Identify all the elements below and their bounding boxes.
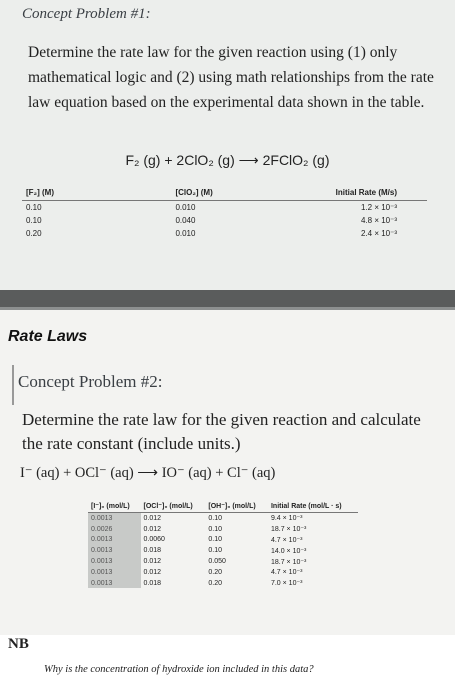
table-cell: 0.012 [143, 525, 162, 533]
table-cell: 0.018 [143, 547, 162, 555]
table-cell: 1.2 × 10⁻³ [360, 203, 397, 212]
table-row: 0.0013 0.012 0.10 9.4 × 10⁻³ [88, 512, 358, 524]
table-cell: 9.4 × 10⁻³ [270, 515, 303, 523]
table-row: 0.0013 0.012 0.050 18.7 × 10⁻³ [88, 556, 358, 567]
table-row: 0.0026 0.012 0.10 18.7 × 10⁻³ [88, 523, 358, 535]
header-cell: [F₂] (M) [22, 185, 76, 201]
table-cell: 0.0013 [88, 556, 141, 567]
table-cell: 0.010 [175, 229, 196, 238]
header-cell: [OH⁻]₀ (mol/L) [205, 500, 268, 513]
table-row: 0.10 0.040 4.8 × 10⁻³ [22, 214, 427, 227]
note-text: Why is the concentration of hydroxide io… [44, 664, 314, 675]
table-cell: 0.010 [175, 203, 196, 212]
header-cell: Initial Rate (mol/L · s) [267, 500, 358, 513]
table-cell: 4.7 × 10⁻³ [270, 536, 303, 544]
table-cell: 0.10 [208, 536, 223, 544]
table-cell: 0.0013 [88, 534, 141, 546]
table-row: 0.0013 0.018 0.20 7.0 × 10⁻³ [88, 577, 358, 589]
table-cell: 0.012 [143, 568, 162, 576]
table-cell: 0.040 [175, 216, 196, 225]
header-cell: Initial Rate (M/s) [285, 185, 427, 201]
table-cell: 0.050 [208, 558, 226, 566]
table-cell: 0.0060 [143, 536, 165, 544]
table-cell: 2.4 × 10⁻³ [360, 229, 397, 238]
table-cell: 7.0 × 10⁻³ [270, 580, 303, 588]
header-cell: [OCl⁻]₀ (mol/L) [140, 500, 206, 513]
header-row: [I⁻]₀ (mol/L) [OCl⁻]₀ (mol/L) [OH⁻]₀ (mol/… [88, 500, 358, 513]
header-row: [F₂] (M) [ClO₂] (M) Initial Rate (M/s) [22, 185, 427, 201]
table-row: 0.10 0.010 1.2 × 10⁻³ [22, 201, 427, 215]
table-row: 0.0013 0.018 0.10 14.0 × 10⁻³ [88, 545, 358, 557]
header-cell: [I⁻]₀ (mol/L) [88, 500, 141, 513]
divider [0, 290, 455, 310]
table-cell: 0.012 [143, 514, 162, 522]
table-cell: 0.20 [208, 568, 223, 576]
problem-title: Concept Problem #1: [22, 6, 151, 22]
table-cell: 0.10 [208, 547, 223, 555]
table-cell: 0.10 [26, 216, 42, 225]
problem-text: Determine the rate law for the given rea… [28, 44, 434, 111]
table-cell: 0.0013 [88, 545, 141, 557]
table-cell: 0.0013 [88, 577, 141, 589]
table-cell: 0.0026 [88, 523, 141, 535]
table-cell: 4.8 × 10⁻³ [360, 216, 397, 225]
data-table: [I⁻]₀ (mol/L) [OCl⁻]₀ (mol/L) [OH⁻]₀ (mol/… [88, 500, 358, 589]
equation: I⁻ (aq) + OCl⁻ (aq) ⟶ IO⁻ (aq) + Cl⁻ (aq… [20, 465, 276, 481]
table-cell: 18.7 × 10⁻³ [270, 526, 307, 534]
table-row: 0.0013 0.0060 0.10 4.7 × 10⁻³ [88, 534, 358, 546]
header-cell: [ClO₂] (M) [75, 185, 286, 201]
problem-title: Concept Problem #2: [18, 372, 163, 391]
table-cell: 0.018 [143, 579, 162, 587]
table-cell: 4.7 × 10⁻³ [270, 569, 303, 577]
table-cell: 0.20 [26, 229, 42, 238]
equation: F₂ (g) + 2ClO₂ (g) ⟶ 2FClO₂ (g) [125, 152, 330, 168]
note-label: NB [8, 636, 29, 652]
table-cell: 0.012 [143, 558, 162, 566]
table-row: 0.0013 0.012 0.20 4.7 × 10⁻³ [88, 566, 358, 578]
table-cell: 0.20 [208, 579, 223, 587]
data-table: [F₂] (M) [ClO₂] (M) Initial Rate (M/s) 0.10… [22, 185, 427, 240]
accent-line [12, 365, 14, 405]
table-cell: 14.0 × 10⁻³ [270, 547, 307, 555]
section-title: Rate Laws [8, 328, 88, 345]
table-cell: 0.0013 [88, 566, 141, 578]
panel-2 [0, 310, 455, 635]
table-cell: 0.10 [26, 203, 42, 212]
table-row: 0.20 0.010 2.4 × 10⁻³ [22, 227, 427, 240]
table-cell: 18.7 × 10⁻³ [270, 558, 307, 566]
table-cell: 0.10 [208, 525, 223, 533]
panel-1 [0, 0, 455, 290]
table-cell: 0.10 [208, 514, 223, 522]
table-cell: 0.0013 [88, 512, 141, 524]
problem-text: Determine the rate law for the given rea… [22, 410, 421, 453]
